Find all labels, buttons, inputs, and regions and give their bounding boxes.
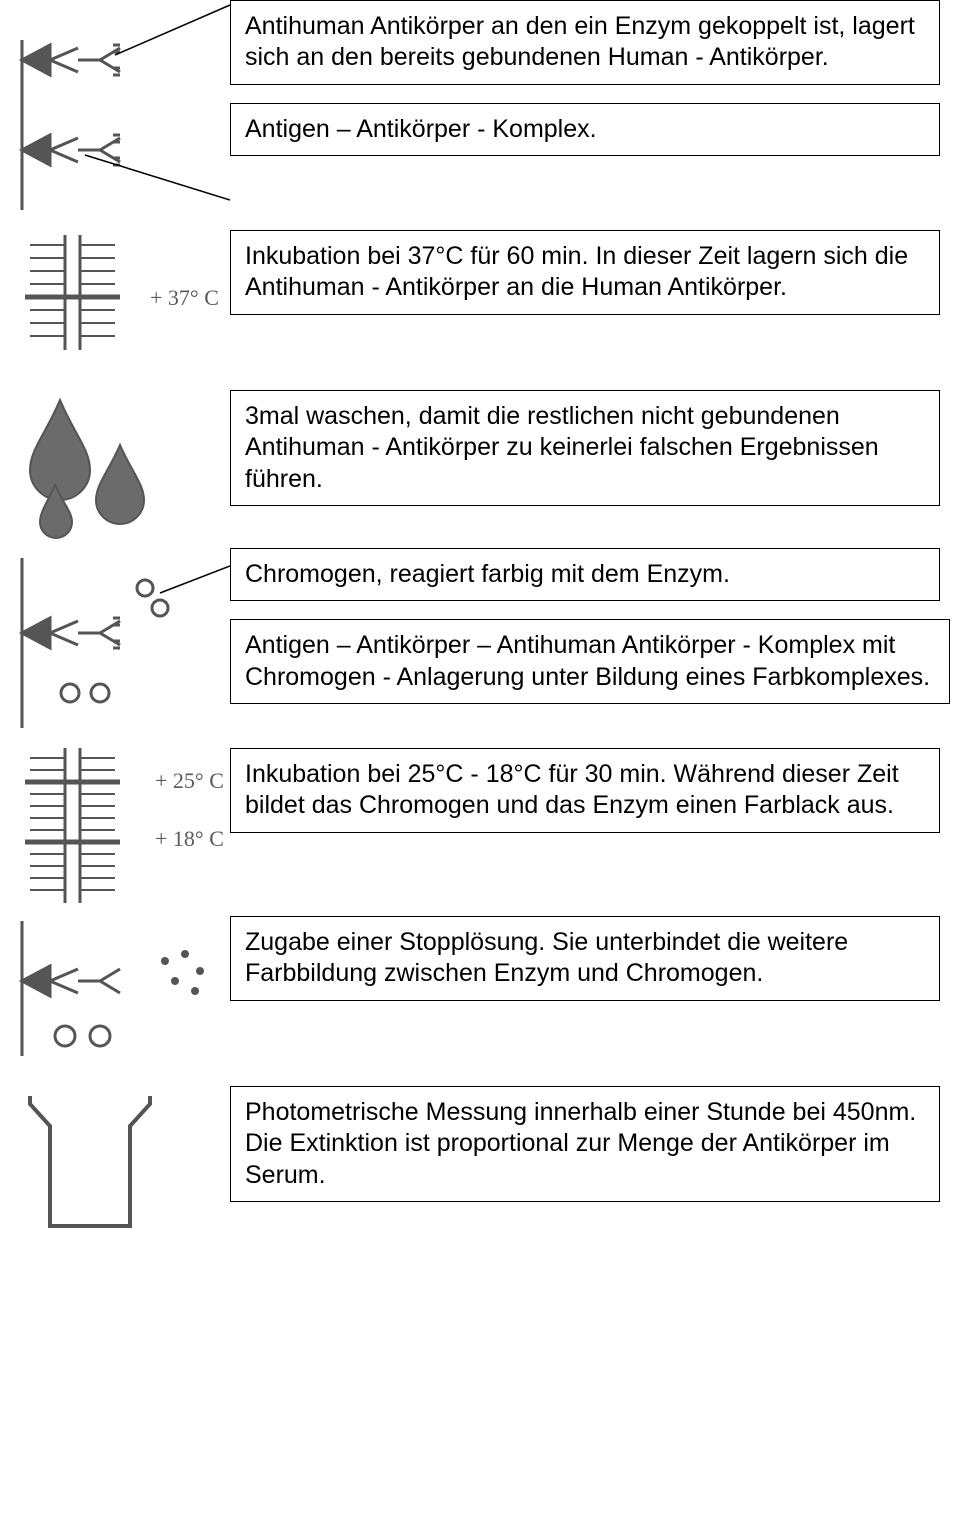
step-3-row: 3mal waschen, damit die restlichen nicht… bbox=[0, 390, 960, 540]
step-1-icon-col bbox=[0, 0, 230, 220]
box-full-complex-chromogen: Antigen – Antikörper – Antihuman Antikör… bbox=[230, 619, 950, 704]
box-chromogen-reacts: Chromogen, reagiert farbig mit dem Enzym… bbox=[230, 548, 940, 601]
box-incubation-37: Inkubation bei 37°C für 60 min. In diese… bbox=[230, 230, 940, 315]
box-wash-3x: 3mal waschen, damit die restlichen nicht… bbox=[230, 390, 940, 506]
temp-label-18: + 18° C bbox=[155, 826, 224, 852]
step-7-icon-col bbox=[0, 1086, 230, 1246]
box-stop-solution: Zugabe einer Stopplösung. Sie unterbinde… bbox=[230, 916, 940, 1001]
box-antihuman-enzyme: Antihuman Antikörper an den ein Enzym ge… bbox=[230, 0, 940, 85]
water-drops-icon bbox=[0, 390, 180, 540]
step-6-text-col: Zugabe einer Stopplösung. Sie unterbinde… bbox=[230, 916, 960, 1019]
step-3-text-col: 3mal waschen, damit die restlichen nicht… bbox=[230, 390, 960, 524]
step-4-text-col: Chromogen, reagiert farbig mit dem Enzym… bbox=[230, 548, 960, 722]
step-6-icon-col bbox=[0, 916, 230, 1066]
step-2-row: + 37° C Inkubation bei 37°C für 60 min. … bbox=[0, 230, 960, 360]
box-incubation-25-18: Inkubation bei 25°C - 18°C für 30 min. W… bbox=[230, 748, 940, 833]
elisa-protocol-diagram: Antihuman Antikörper an den ein Enzym ge… bbox=[0, 0, 960, 1246]
step-4-icon-col bbox=[0, 548, 230, 748]
cuvette-icon bbox=[0, 1086, 180, 1246]
step-7-row: Photometrische Messung innerhalb einer S… bbox=[0, 1086, 960, 1246]
thermometer-25-18-icon bbox=[0, 748, 150, 908]
box-antigen-antibody-complex: Antigen – Antikörper - Komplex. bbox=[230, 103, 940, 156]
chromogen-complex-icon bbox=[0, 548, 230, 748]
step-1-text-col: Antihuman Antikörper an den ein Enzym ge… bbox=[230, 0, 960, 174]
thermometer-37-icon bbox=[0, 230, 150, 360]
step-3-icon-col bbox=[0, 390, 230, 540]
box-photometric-measurement: Photometrische Messung innerhalb einer S… bbox=[230, 1086, 940, 1202]
step-5-row: + 25° C + 18° C Inkubation bei 25°C - 18… bbox=[0, 748, 960, 908]
antibody-complex-icon bbox=[0, 0, 230, 220]
temp-label-37: + 37° C bbox=[150, 285, 219, 311]
step-2-icon-col: + 37° C bbox=[0, 230, 230, 360]
step-7-text-col: Photometrische Messung innerhalb einer S… bbox=[230, 1086, 960, 1220]
step-2-text-col: Inkubation bei 37°C für 60 min. In diese… bbox=[230, 230, 960, 333]
step-6-row: Zugabe einer Stopplösung. Sie unterbinde… bbox=[0, 916, 960, 1066]
stop-solution-icon bbox=[0, 916, 230, 1066]
step-1-row: Antihuman Antikörper an den ein Enzym ge… bbox=[0, 0, 960, 220]
step-4-row: Chromogen, reagiert farbig mit dem Enzym… bbox=[0, 548, 960, 748]
step-5-icon-col: + 25° C + 18° C bbox=[0, 748, 230, 908]
step-5-text-col: Inkubation bei 25°C - 18°C für 30 min. W… bbox=[230, 748, 960, 851]
temp-label-25: + 25° C bbox=[155, 768, 224, 794]
